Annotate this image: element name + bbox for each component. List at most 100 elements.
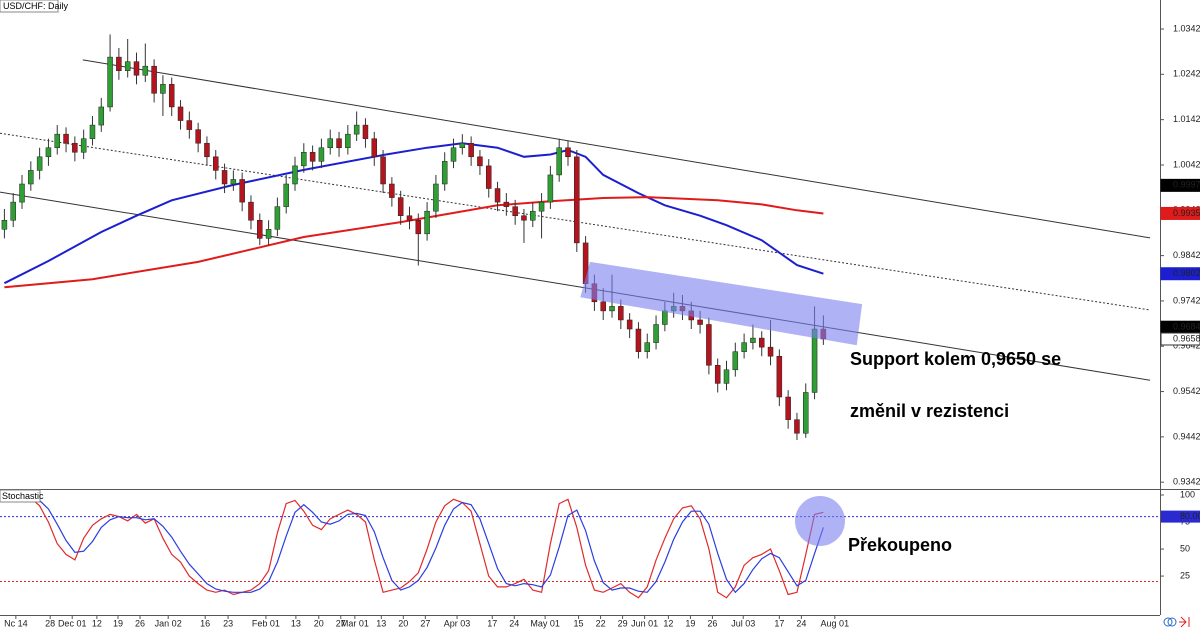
candle-body [397,197,404,216]
candle-body [204,142,210,158]
y-tick-label: 0.9842 [1173,250,1200,260]
candle-body [54,133,60,148]
x-tick-label: May 01 [530,618,560,628]
x-tick-label: 27 [336,618,346,628]
candle-body [697,319,703,325]
candle-body [389,183,395,198]
candle-body [36,156,43,171]
candle-body [794,419,800,434]
x-tick-label: 13 [376,618,386,628]
candle-body [503,201,510,207]
candle-body [177,106,184,121]
candle-body [186,120,193,130]
icon[interactable] [1163,617,1173,627]
candle-body [380,156,386,185]
x-tick-label: Feb 01 [252,618,280,628]
candle-body [230,179,237,185]
candle-body [512,206,518,216]
candle-body [477,156,483,167]
x-tick-label: 20 [314,618,324,628]
candle-body [494,188,501,203]
channel-line [82,59,1151,239]
candle-body [283,183,289,207]
x-tick-label: 24 [796,618,806,628]
y-tick-label: 1.0242 [1173,69,1200,79]
price-label: 0.9997 [1173,180,1200,190]
price-label-box [1160,178,1200,192]
candle-body [714,365,721,384]
y-tick-label: 1.0142 [1173,114,1200,124]
candle-body [72,142,78,153]
toolbar-icons[interactable] [1163,616,1190,628]
candle-body [415,220,422,235]
x-tick-label: 17 [487,618,497,628]
x-tick-label: 28 [45,618,55,628]
candle-body [706,324,712,366]
candle-body [468,142,474,158]
highlight-circle [795,496,845,546]
candle-body [653,324,659,343]
x-tick-label: 20 [398,618,408,628]
x-tick-label: 24 [509,618,519,628]
candle-body [124,61,131,71]
candle-body [450,147,457,162]
candle-body [750,337,756,343]
candle-body [574,156,580,244]
resistance-zone [580,261,863,346]
candle-body [371,138,378,158]
candle-body [292,165,298,185]
price-label: 0.9935 [1173,208,1200,218]
icon[interactable] [1179,616,1190,628]
candle-body [353,124,360,135]
candle-body [785,396,791,420]
candle-body [538,201,545,212]
icon[interactable] [1167,617,1177,627]
candle-body [485,165,492,189]
x-tick-label: 16 [200,618,210,628]
candle-body [265,229,272,239]
annotation: změnil v rezistenci [850,401,1009,421]
candle-body [80,138,87,153]
chart-title: USD/CHF: Daily [3,1,69,11]
price-label-box [1160,332,1200,346]
plot-layer: 0.9342 0.9442 0.9542 0.9642 0.9742 0.9842 0.99… [0,23,1200,628]
stoch-title-box [0,489,41,503]
candle-body [19,183,25,203]
y-tick-label: 0.9342 [1173,477,1200,487]
candle-body [221,170,228,185]
candle-body [151,65,157,94]
candle-body [644,342,650,352]
channel-line [0,191,1151,381]
annotation: Support kolem 0,9650 se [850,349,1061,369]
candle-body [116,56,122,71]
x-tick-label: Mar 01 [341,618,369,628]
candle-body [362,124,369,139]
candle-body [309,152,316,162]
candle-body [1,220,8,230]
x-tick-label: 26 [707,618,717,628]
candle-body [45,147,52,158]
candle-body [168,84,175,108]
x-tick-label: 13 [291,618,301,628]
candle-body [556,147,562,176]
y-tick-label: 50 [1180,543,1190,553]
candle-body [767,346,774,357]
stoch-line [4,496,824,594]
x-tick-label: 12 [92,618,102,628]
x-tick-label: 19 [685,618,695,628]
x-tick-label: 12 [663,618,673,628]
x-tick-label: Nc 14 [4,618,28,628]
x-tick-label: 23 [223,618,233,628]
x-tick-label: Jan 02 [155,618,182,628]
candle-body [662,310,668,325]
y-tick-label: 0.9442 [1173,431,1200,441]
stoch-title: Stochastic [2,491,44,501]
candle-body [635,328,642,352]
y-tick-label: 100 [1180,489,1195,499]
y-tick-label: 1.0342 [1173,23,1200,33]
candle-body [609,306,615,312]
candle-body [530,210,536,221]
